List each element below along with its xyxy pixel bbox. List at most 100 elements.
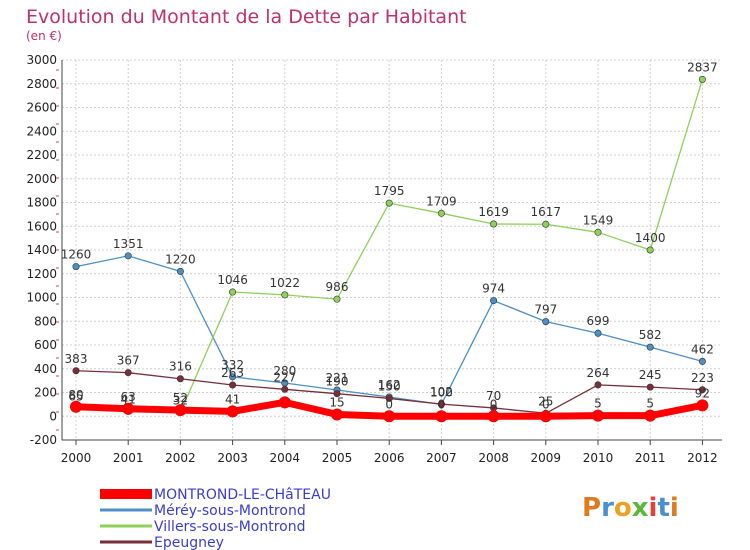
- data-point: [487, 410, 500, 423]
- data-label: 25: [538, 394, 553, 408]
- data-label: 367: [117, 354, 140, 368]
- logo-text: Proxiti: [582, 493, 679, 523]
- x-tick-label: 2005: [322, 451, 353, 465]
- data-point: [226, 405, 239, 418]
- data-label: 462: [691, 342, 714, 356]
- data-point: [644, 409, 657, 422]
- data-label: 1709: [426, 194, 457, 208]
- y-tick-label: 2200: [26, 148, 57, 162]
- x-tick-label: 2004: [270, 451, 301, 465]
- data-point: [696, 399, 709, 412]
- y-tick-label: 1600: [26, 219, 57, 233]
- data-label: 2837: [687, 60, 718, 74]
- legend-item: MONTROND-LE-CHâTEAU: [100, 487, 331, 503]
- y-tick-label: 400: [34, 362, 57, 376]
- x-tick-label: 2006: [374, 451, 405, 465]
- y-tick-label: 800: [34, 314, 57, 328]
- data-label: 1022: [270, 276, 301, 290]
- data-point: [698, 75, 706, 83]
- data-point: [72, 367, 80, 375]
- data-point: [124, 252, 132, 260]
- data-label: 1351: [113, 237, 144, 251]
- data-point: [281, 385, 289, 393]
- x-tick-label: 2003: [217, 451, 248, 465]
- data-label: 52: [173, 391, 188, 405]
- data-point: [331, 408, 343, 421]
- legend-label: Villers-sous-Montrond: [154, 519, 306, 535]
- data-label: 316: [169, 360, 192, 374]
- x-tick-label: 2011: [635, 451, 666, 465]
- data-label: 0: [438, 397, 446, 411]
- x-tick-label: 2012: [687, 451, 718, 465]
- data-label: 383: [65, 352, 88, 366]
- series-group: 1260 1351 1220 332 280 221 162 100 974 797 699 582 4…: [61, 60, 718, 423]
- data-point: [542, 318, 550, 326]
- legend-item: Méréy-sous-Montrond: [100, 503, 306, 519]
- logo-letter: i: [649, 493, 658, 523]
- data-label: 797: [534, 303, 557, 317]
- data-label: 1617: [531, 205, 562, 219]
- data-point: [594, 381, 602, 389]
- data-label: 150: [378, 379, 401, 393]
- legend-swatch: [100, 489, 152, 499]
- data-point: [174, 404, 187, 417]
- y-tick-label: 600: [34, 338, 57, 352]
- data-label: 41: [225, 392, 240, 406]
- x-tick-label: 2008: [478, 451, 509, 465]
- data-point: [646, 383, 654, 391]
- legend-swatch: [100, 540, 152, 544]
- data-label: 1260: [61, 248, 92, 262]
- legend-item: Epeugney: [100, 535, 224, 550]
- y-tick-label: 2800: [26, 77, 57, 91]
- data-label: 92: [695, 386, 710, 400]
- data-label: 100: [430, 385, 453, 399]
- data-label: 699: [587, 314, 610, 328]
- data-label: 0: [542, 397, 550, 411]
- data-label: 102: [430, 385, 453, 399]
- data-point: [281, 291, 289, 299]
- logo-letter: t: [657, 493, 669, 523]
- y-tick-label: 1200: [26, 267, 57, 281]
- data-point: [594, 329, 602, 337]
- data-label: 162: [378, 378, 401, 392]
- data-label: 264: [587, 366, 610, 380]
- data-label: 1400: [635, 231, 666, 245]
- data-point: [437, 400, 445, 408]
- grid: [62, 59, 722, 441]
- data-point: [176, 375, 184, 383]
- chart-title: Evolution du Montant de la Dette par Hab…: [26, 6, 467, 28]
- legend-item: Villers-sous-Montrond: [100, 519, 306, 535]
- data-label: 1220: [165, 252, 196, 266]
- legend-swatch: [100, 524, 152, 528]
- data-point: [124, 369, 132, 377]
- y-tick-label: 1000: [26, 291, 57, 305]
- legend-swatch: [100, 508, 152, 512]
- data-label: 41: [121, 392, 136, 406]
- x-tick-label: 2000: [61, 451, 92, 465]
- data-point: [437, 209, 445, 217]
- logo-letter: i: [670, 493, 679, 523]
- y-tick-label: 1400: [26, 243, 57, 257]
- data-point: [385, 199, 393, 207]
- data-label: 221: [326, 371, 349, 385]
- data-point: [278, 396, 291, 409]
- data-label: 5: [646, 397, 654, 411]
- y-tick-label: 1800: [26, 196, 57, 210]
- y-tick-label: 200: [34, 386, 57, 400]
- data-point: [435, 410, 448, 423]
- data-point: [333, 390, 341, 398]
- data-point: [70, 400, 82, 413]
- legend-label: Epeugney: [154, 535, 224, 550]
- data-label: 974: [482, 282, 505, 296]
- data-label: 1619: [478, 205, 509, 219]
- data-label: 1046: [217, 273, 248, 287]
- logo-letter: P: [582, 493, 601, 523]
- data-point: [698, 386, 706, 394]
- data-point: [176, 267, 184, 275]
- data-point: [333, 295, 341, 303]
- axes: -200020040060080010001200140016001800200…: [26, 53, 722, 465]
- data-label: 70: [486, 389, 501, 403]
- data-label: 986: [326, 280, 349, 294]
